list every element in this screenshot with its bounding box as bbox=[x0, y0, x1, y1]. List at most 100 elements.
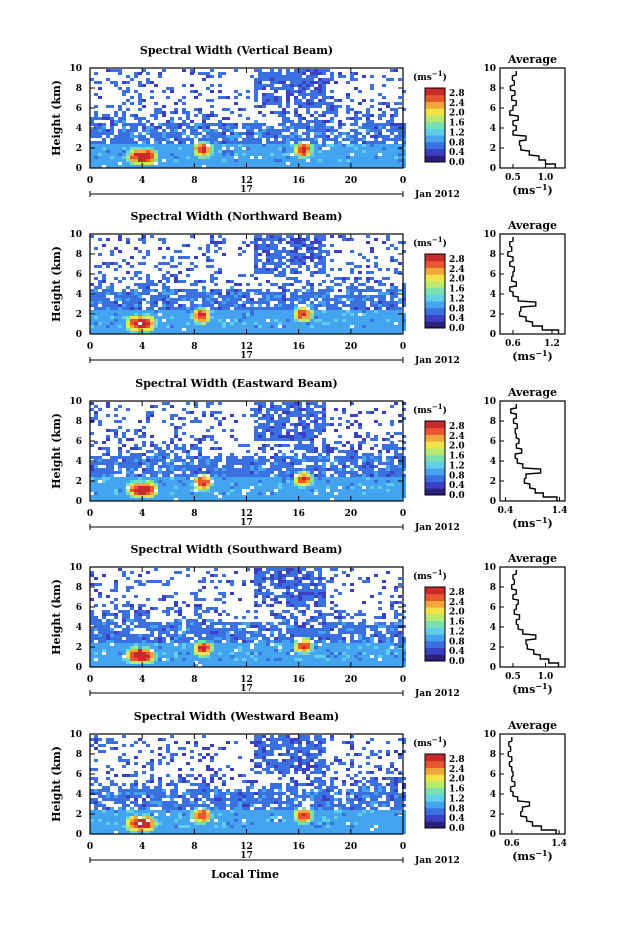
heatmap-cell bbox=[370, 310, 374, 313]
heatmap-cell bbox=[270, 84, 274, 87]
heatmap-cell bbox=[382, 495, 386, 498]
heatmap-cell bbox=[98, 117, 102, 120]
heatmap-cell bbox=[274, 283, 278, 286]
heatmap-cell bbox=[158, 111, 162, 114]
heatmap-cell bbox=[262, 102, 266, 105]
heatmap-cell bbox=[354, 322, 358, 325]
heatmap-cell bbox=[190, 304, 194, 307]
heatmap-cell bbox=[178, 150, 182, 153]
heatmap-cell bbox=[270, 468, 274, 471]
heatmap-cell bbox=[130, 96, 134, 99]
heatmap-cell bbox=[202, 474, 206, 477]
heatmap-cell bbox=[290, 244, 294, 247]
heatmap-cell bbox=[390, 259, 394, 262]
heatmap-cell bbox=[322, 135, 326, 138]
heatmap-cell bbox=[222, 316, 226, 319]
heatmap-cell bbox=[318, 72, 322, 75]
heatmap-cell bbox=[266, 280, 270, 283]
heatmap-cell bbox=[206, 129, 210, 132]
heatmap-cell bbox=[394, 144, 398, 147]
heatmap-cell bbox=[346, 441, 350, 444]
heatmap-cell bbox=[278, 423, 282, 426]
heatmap-cell bbox=[190, 295, 194, 298]
heatmap-cell bbox=[314, 495, 318, 498]
heatmap-cell bbox=[354, 162, 358, 165]
heatmap-cell bbox=[358, 292, 362, 295]
heatmap-cell bbox=[230, 459, 234, 462]
heatmap-cell bbox=[382, 96, 386, 99]
heatmap-cell bbox=[214, 459, 218, 462]
heatmap-cell bbox=[246, 495, 250, 498]
heatmap-cell bbox=[122, 126, 126, 129]
heatmap-cell bbox=[382, 150, 386, 153]
heatmap-cell bbox=[130, 462, 134, 465]
heatmap-cell bbox=[170, 90, 174, 93]
heatmap-cell bbox=[238, 114, 242, 117]
average-y-tick-label: 8 bbox=[490, 417, 496, 427]
heatmap-cell bbox=[366, 480, 370, 483]
heatmap-cell bbox=[314, 417, 318, 420]
heatmap-cell bbox=[186, 474, 190, 477]
heatmap-cell bbox=[90, 289, 94, 292]
heatmap-cell bbox=[222, 492, 226, 495]
heatmap-cell bbox=[286, 483, 290, 486]
heatmap-cell bbox=[310, 414, 314, 417]
heatmap-cell bbox=[362, 331, 366, 334]
heatmap-cell bbox=[226, 474, 230, 477]
heatmap-cell bbox=[290, 298, 294, 301]
heatmap-cell bbox=[374, 307, 378, 310]
heatmap-cell bbox=[222, 141, 226, 144]
heatmap-cell bbox=[286, 331, 290, 334]
heatmap-cell bbox=[286, 498, 290, 501]
heatmap-cell bbox=[402, 250, 406, 253]
heatmap-cell bbox=[386, 247, 390, 250]
heatmap-cell bbox=[250, 319, 254, 322]
heatmap-cell bbox=[270, 102, 274, 105]
heatmap-cell bbox=[402, 141, 406, 144]
heatmap-cell bbox=[378, 123, 382, 126]
heatmap-cell bbox=[286, 141, 290, 144]
heatmap-cell bbox=[146, 420, 150, 423]
heatmap-cell bbox=[166, 453, 170, 456]
heatmap-cell bbox=[122, 135, 126, 138]
heatmap-cell bbox=[386, 150, 390, 153]
heatmap-cell bbox=[210, 465, 214, 468]
heatmap-cell bbox=[294, 99, 298, 102]
heatmap-cell bbox=[198, 159, 202, 162]
heatmap-cell bbox=[262, 262, 266, 265]
heatmap-cell bbox=[98, 489, 102, 492]
heatmap-cell bbox=[262, 468, 266, 471]
heatmap-cell bbox=[346, 135, 350, 138]
heatmap-cell bbox=[90, 304, 94, 307]
heatmap-cell bbox=[362, 313, 366, 316]
heatmap-cell bbox=[270, 292, 274, 295]
heatmap-cell bbox=[254, 271, 258, 274]
heatmap-cell bbox=[330, 447, 334, 450]
heatmap-cell bbox=[162, 471, 166, 474]
heatmap-cell bbox=[254, 93, 258, 96]
heatmap-cell bbox=[106, 156, 110, 159]
heatmap-cells bbox=[90, 235, 406, 334]
heatmap-cell bbox=[398, 241, 402, 244]
heatmap-cell bbox=[90, 571, 94, 574]
heatmap-cell bbox=[378, 162, 382, 165]
heatmap-cell bbox=[374, 123, 378, 126]
heatmap-cell bbox=[314, 298, 318, 301]
heatmap-cell bbox=[146, 150, 150, 153]
heatmap-cell bbox=[126, 480, 130, 483]
heatmap-cell bbox=[254, 426, 258, 429]
heatmap-cell bbox=[150, 471, 154, 474]
heatmap-cell bbox=[358, 492, 362, 495]
heatmap-cell bbox=[354, 147, 358, 150]
heatmap-cell bbox=[114, 471, 118, 474]
heatmap-cell bbox=[218, 292, 222, 295]
heatmap-cell bbox=[330, 322, 334, 325]
heatmap-cell bbox=[302, 138, 306, 141]
heatmap-cell bbox=[242, 498, 246, 501]
heatmap-cell bbox=[326, 459, 330, 462]
heatmap-cell bbox=[346, 331, 350, 334]
heatmap-cell bbox=[262, 483, 266, 486]
heatmap-cell bbox=[334, 489, 338, 492]
heatmap-cell bbox=[106, 646, 110, 649]
heatmap-cell bbox=[378, 304, 382, 307]
